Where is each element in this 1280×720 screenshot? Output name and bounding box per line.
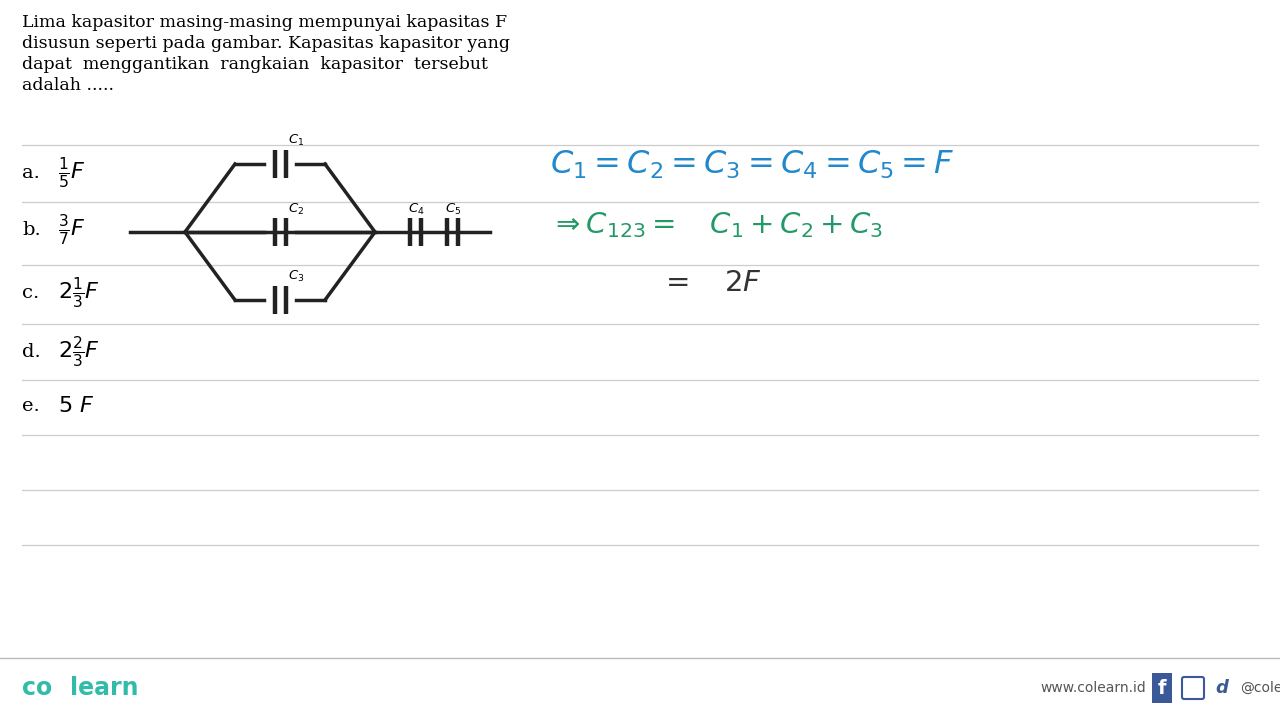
- Text: Lima kapasitor masing-masing mempunyai kapasitas F: Lima kapasitor masing-masing mempunyai k…: [22, 14, 507, 31]
- Text: www.colearn.id: www.colearn.id: [1039, 681, 1146, 695]
- Text: a.: a.: [22, 164, 40, 182]
- Text: $= \quad 2F$: $= \quad 2F$: [660, 269, 762, 297]
- Text: d.: d.: [22, 343, 41, 361]
- Text: $C_5$: $C_5$: [445, 202, 461, 217]
- Text: $\frac{1}{5}F$: $\frac{1}{5}F$: [58, 156, 86, 191]
- Text: disusun seperti pada gambar. Kapasitas kapasitor yang: disusun seperti pada gambar. Kapasitas k…: [22, 35, 509, 52]
- Text: co: co: [22, 676, 52, 700]
- Text: $C_3$: $C_3$: [288, 269, 305, 284]
- Text: c.: c.: [22, 284, 40, 302]
- Text: dapat  menggantikan  rangkaian  kapasitor  tersebut: dapat menggantikan rangkaian kapasitor t…: [22, 56, 488, 73]
- Text: $2\frac{1}{3}F$: $2\frac{1}{3}F$: [58, 276, 100, 310]
- Text: $\Rightarrow C_{123} = \quad C_1 + C_2 + C_3$: $\Rightarrow C_{123} = \quad C_1 + C_2 +…: [550, 210, 883, 240]
- Text: $C_2$: $C_2$: [288, 202, 305, 217]
- Text: b.: b.: [22, 221, 41, 239]
- Text: $5\ F$: $5\ F$: [58, 396, 95, 416]
- Text: $2\frac{2}{3}F$: $2\frac{2}{3}F$: [58, 335, 100, 369]
- Text: $\frac{3}{7}F$: $\frac{3}{7}F$: [58, 212, 86, 248]
- Text: $C_1 = C_2 = C_3 = C_4 = C_5 = F$: $C_1 = C_2 = C_3 = C_4 = C_5 = F$: [550, 149, 955, 181]
- Text: f: f: [1157, 678, 1166, 698]
- Text: e.: e.: [22, 397, 40, 415]
- Text: adalah .....: adalah .....: [22, 77, 114, 94]
- Text: $C_1$: $C_1$: [288, 133, 305, 148]
- Text: d: d: [1216, 679, 1229, 697]
- Text: $C_4$: $C_4$: [408, 202, 425, 217]
- Text: learn: learn: [70, 676, 138, 700]
- Text: @colearn.id: @colearn.id: [1240, 681, 1280, 695]
